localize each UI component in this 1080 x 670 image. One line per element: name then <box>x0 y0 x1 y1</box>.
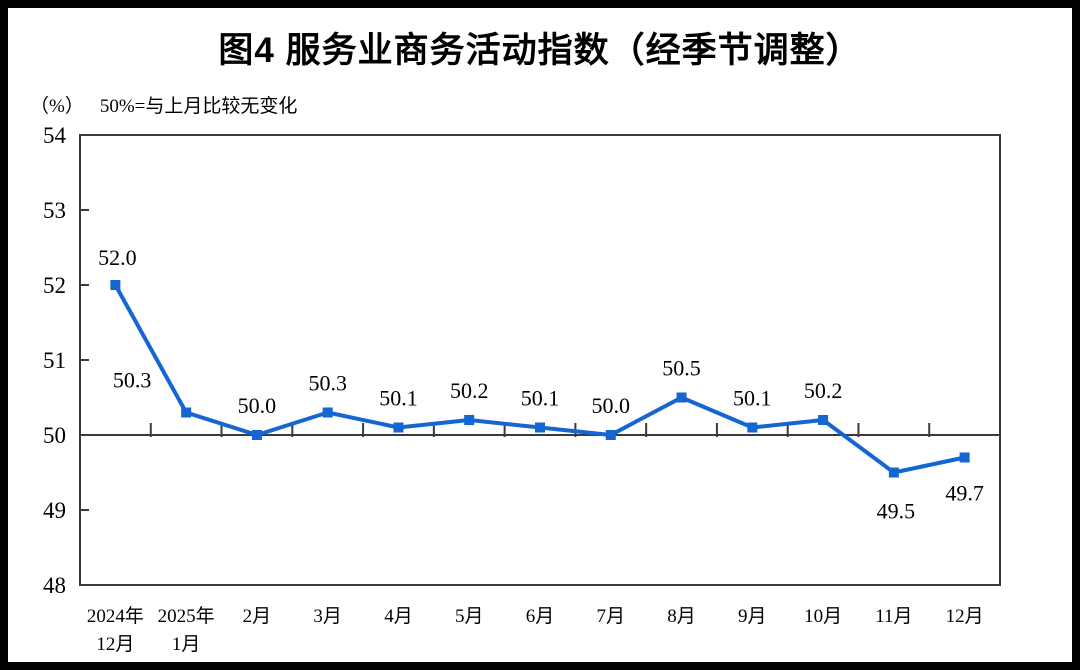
data-point-marker <box>605 430 616 440</box>
y-axis-label: 50 <box>43 423 66 448</box>
x-axis-label: 4月 <box>384 606 413 627</box>
data-point-marker <box>888 467 899 478</box>
data-point-marker <box>747 422 758 433</box>
data-point-label: 49.7 <box>945 481 984 506</box>
y-axis-unit-label: （%） <box>30 96 84 117</box>
data-point-label: 50.3 <box>308 371 347 396</box>
y-axis-label: 49 <box>43 498 66 523</box>
y-axis-label: 53 <box>43 198 66 223</box>
data-point-marker <box>535 422 545 433</box>
data-point-marker <box>181 407 192 418</box>
x-axis-label: 9月 <box>738 606 767 627</box>
data-point-label: 50.2 <box>804 378 843 403</box>
x-axis-label: 6月 <box>526 606 555 627</box>
data-point-label: 50.2 <box>450 378 489 403</box>
data-point-label: 50.0 <box>238 393 277 418</box>
y-axis-label: 54 <box>43 123 67 148</box>
x-axis-label: 2025年 1月 <box>158 605 215 655</box>
chart-title: 图4 服务业商务活动指数（经季节调整） <box>218 31 862 70</box>
data-point-label: 50.3 <box>113 368 152 393</box>
y-axis-label: 52 <box>43 273 66 298</box>
data-point-marker <box>322 407 333 418</box>
x-axis-label: 11月 <box>875 606 912 627</box>
data-point-marker <box>110 280 121 290</box>
x-axis-label: 3月 <box>313 606 342 627</box>
x-axis-label: 8月 <box>667 606 696 627</box>
x-axis-label: 7月 <box>597 606 626 627</box>
plot-frame <box>79 134 1001 586</box>
data-point-marker <box>959 452 970 463</box>
x-axis-label: 5月 <box>455 606 484 627</box>
data-point-marker <box>818 415 829 425</box>
data-point-label: 50.1 <box>379 386 418 411</box>
data-point-label: 50.5 <box>662 356 701 381</box>
line-chart: 48 49 50 51 52 53 54 52.0 50.3 50.0 50.3 50.1 50.2 50… <box>43 123 1001 655</box>
x-axis-label: 12月 <box>946 606 984 627</box>
data-point-label: 50.0 <box>592 393 631 418</box>
data-point-label: 52.0 <box>98 245 137 270</box>
data-point-marker <box>251 430 262 440</box>
data-point-marker <box>464 415 475 425</box>
x-axis-label: 10月 <box>804 606 842 627</box>
y-axis-label: 48 <box>43 573 66 598</box>
x-axis-label: 2024年 12月 <box>87 605 144 655</box>
data-point-label: 50.1 <box>733 386 772 411</box>
axis-unit-note: （%） 50%=与上月比较无变化 <box>30 91 297 118</box>
data-point-label: 49.5 <box>877 499 916 524</box>
y-axis-label: 51 <box>43 348 66 373</box>
data-point-marker <box>676 392 687 403</box>
x-axis-label: 2月 <box>243 606 272 627</box>
data-point-label: 50.1 <box>521 386 560 411</box>
reference-note: 50%=与上月比较无变化 <box>99 96 298 117</box>
data-point-marker <box>393 422 404 433</box>
